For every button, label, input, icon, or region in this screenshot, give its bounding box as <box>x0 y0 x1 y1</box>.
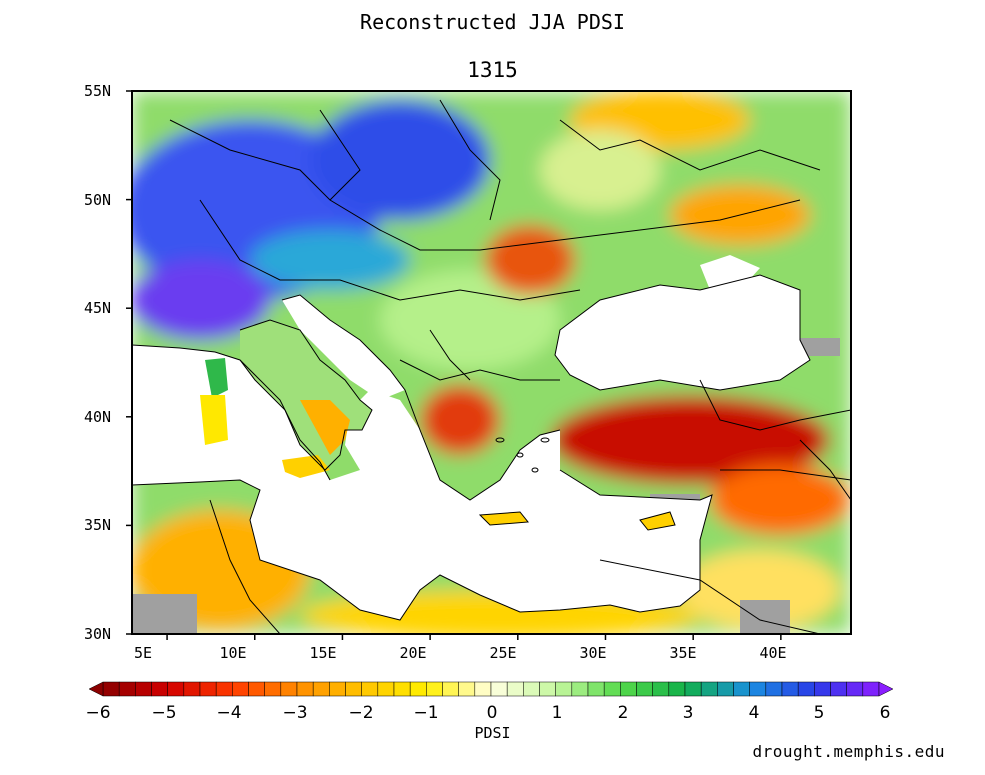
colorbar-swatch <box>280 681 298 697</box>
year-label: 1315 <box>467 58 518 82</box>
colorbar-swatch <box>151 681 168 697</box>
colorbar-swatch <box>717 681 734 697</box>
lon-label-10e: 10E <box>219 644 247 662</box>
colorbar-swatch <box>458 681 476 697</box>
colorbar-swatch <box>587 681 605 697</box>
colorbar-tick-label: −3 <box>282 703 308 723</box>
islands <box>478 437 676 531</box>
colorbar-max-arrow <box>878 681 894 697</box>
colorbar-swatch <box>361 681 379 697</box>
lat-label-30n: 30N <box>84 625 112 643</box>
colorbar-swatch <box>862 681 880 697</box>
lon-label-35e: 35E <box>669 644 697 662</box>
colorbar-swatch <box>377 681 395 697</box>
colorbar <box>88 681 894 697</box>
colorbar-swatch <box>312 681 330 697</box>
colorbar-swatch <box>555 681 573 697</box>
colorbar-tick-label: 6 <box>879 703 891 723</box>
colorbar-swatch <box>830 681 847 697</box>
colorbar-swatch <box>329 681 346 697</box>
borders <box>132 99 851 634</box>
colorbar-swatch <box>765 681 783 697</box>
colorbar-tick-label: 5 <box>813 703 825 723</box>
colorbar-min-arrow <box>88 681 104 697</box>
lon-label-5e: 5E <box>133 644 153 662</box>
colorbar-tick-label: −2 <box>348 703 374 723</box>
lat-label-55n: 55N <box>84 82 112 100</box>
colorbar-swatch <box>232 681 249 697</box>
colorbar-swatch <box>474 681 492 697</box>
colorbar-swatch <box>118 681 136 697</box>
colorbar-swatch <box>393 681 411 697</box>
colorbar-swatch <box>636 681 653 697</box>
lat-label-45n: 45N <box>84 299 112 317</box>
source-credit: drought.memphis.edu <box>752 742 945 761</box>
colorbar-title: PDSI <box>474 724 511 742</box>
colorbar-swatch <box>490 681 508 697</box>
lon-label-15e: 15E <box>309 644 337 662</box>
colorbar-swatch <box>426 681 443 697</box>
colorbar-swatch <box>102 681 120 697</box>
colorbar-swatch <box>167 681 185 697</box>
map-frame <box>131 90 852 635</box>
colorbar-tick-label: 1 <box>551 703 563 723</box>
italy-land <box>200 320 372 478</box>
colorbar-swatch <box>571 681 589 697</box>
lat-label-50n: 50N <box>84 191 112 209</box>
colorbar-tick-label: −1 <box>413 703 439 723</box>
colorbar-swatch <box>652 681 670 697</box>
lon-label-30e: 30E <box>579 644 607 662</box>
colorbar-swatch <box>409 681 427 697</box>
colorbar-swatch <box>215 681 233 697</box>
colorbar-swatch <box>183 681 201 697</box>
lon-label-40e: 40E <box>759 644 787 662</box>
colorbar-swatch <box>797 681 815 697</box>
colorbar-swatch <box>846 681 864 697</box>
colorbar-swatch <box>442 681 459 697</box>
colorbar-swatch <box>135 681 152 697</box>
colorbar-swatch <box>620 681 637 697</box>
colorbar-tick-label: 3 <box>682 703 694 723</box>
colorbar-tick-label: −6 <box>85 703 111 723</box>
sea-areas <box>132 255 810 620</box>
colorbar-swatch <box>733 681 750 697</box>
colorbar-tick-label: 0 <box>486 703 498 723</box>
lon-label-20e: 20E <box>399 644 427 662</box>
colorbar-tick-label: −4 <box>216 703 242 723</box>
colorbar-swatch <box>603 681 621 697</box>
colorbar-tick-label: 2 <box>617 703 629 723</box>
colorbar-swatch <box>749 681 767 697</box>
colorbar-swatch <box>684 681 702 697</box>
colorbar-swatch <box>700 681 718 697</box>
lat-label-35n: 35N <box>84 516 112 534</box>
colorbar-swatch <box>248 681 265 697</box>
colorbar-tick-label: −5 <box>151 703 177 723</box>
colorbar-swatch <box>506 681 524 697</box>
colorbar-swatch <box>814 681 831 697</box>
colorbar-swatch <box>668 681 686 697</box>
colorbar-swatch <box>345 681 362 697</box>
chart-title: Reconstructed JJA PDSI <box>360 10 625 34</box>
colorbar-swatch <box>539 681 556 697</box>
lon-label-25e: 25E <box>489 644 517 662</box>
colorbar-swatch <box>296 681 314 697</box>
colorbar-swatch <box>523 681 540 697</box>
colorbar-tick-label: 4 <box>748 703 760 723</box>
colorbar-swatch <box>264 681 282 697</box>
lat-label-40n: 40N <box>84 408 112 426</box>
colorbar-swatch <box>781 681 799 697</box>
colorbar-swatch <box>199 681 217 697</box>
